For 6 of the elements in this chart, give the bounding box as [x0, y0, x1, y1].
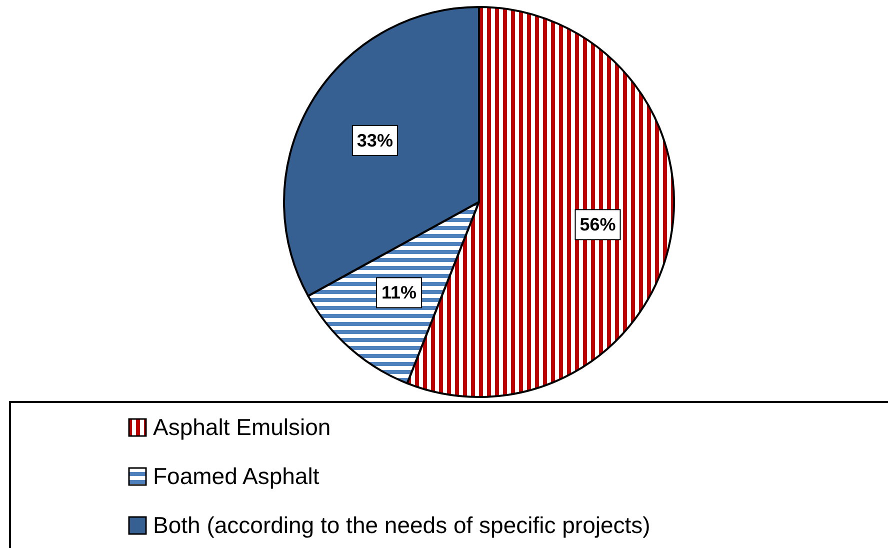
data-label: 56%: [580, 214, 616, 235]
legend-label: Both (according to the needs of specific projects): [153, 512, 650, 538]
data-label: 11%: [382, 282, 417, 303]
data-label: 33%: [356, 130, 393, 150]
legend-label: Asphalt Emulsion: [153, 414, 331, 440]
legend-label: Foamed Asphalt: [153, 463, 320, 489]
